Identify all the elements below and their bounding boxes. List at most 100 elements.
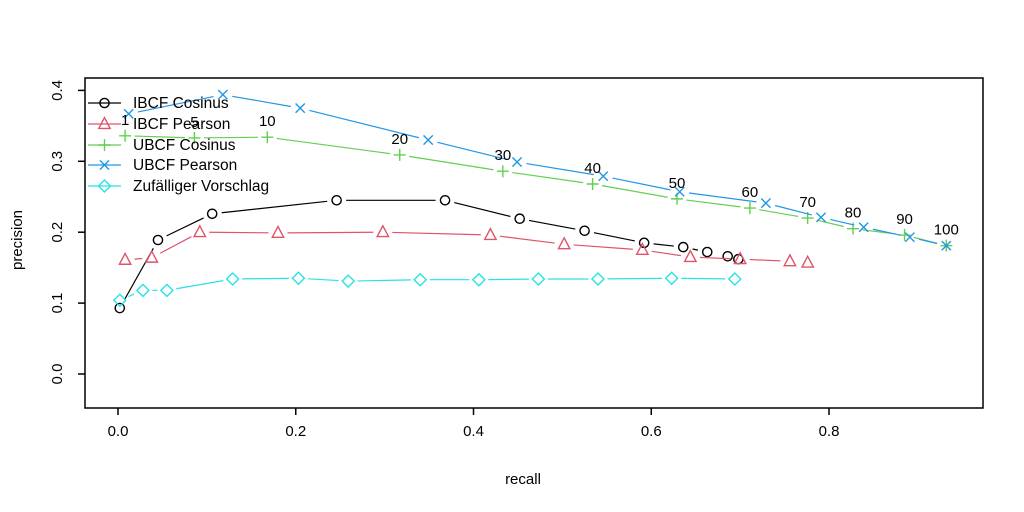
legend-label: IBCF Cosinus xyxy=(133,95,229,112)
series-segment xyxy=(686,199,741,208)
x-marker xyxy=(123,108,134,119)
plus-marker xyxy=(261,131,274,144)
legend-item-ibcf-cosinus: IBCF Cosinus xyxy=(88,95,229,112)
series-segment xyxy=(749,258,781,262)
series-segment xyxy=(437,141,508,161)
diamond-marker xyxy=(225,272,240,286)
series-segment xyxy=(692,248,699,251)
series-segment xyxy=(309,109,420,139)
x-axis: 0.0 0.2 0.4 0.6 0.8 recall xyxy=(108,408,840,488)
plus-marker xyxy=(393,148,406,161)
triangle-marker xyxy=(733,251,747,265)
plus-marker xyxy=(743,202,756,215)
x-marker xyxy=(295,103,306,114)
y-tick-label: 0.3 xyxy=(49,151,66,172)
point-label: 90 xyxy=(896,211,913,228)
series-segment xyxy=(816,219,844,228)
series-segment xyxy=(287,231,374,234)
diamond-marker xyxy=(135,283,150,298)
series-segment xyxy=(128,293,135,298)
diamond-marker xyxy=(664,271,679,286)
legend: IBCF Cosinus IBCF Pearson UBCF Cosinus UBCF… xyxy=(88,95,269,195)
triangle-marker xyxy=(118,251,132,265)
x-marker xyxy=(941,240,952,251)
diamond-marker xyxy=(97,179,112,193)
x-tick-label: 0.0 xyxy=(108,423,129,440)
series-segment xyxy=(134,257,143,260)
series-segment xyxy=(357,279,411,282)
x-marker xyxy=(904,232,915,243)
circle-marker xyxy=(677,241,689,253)
triangle-marker xyxy=(683,249,698,263)
diamond-marker xyxy=(471,272,486,287)
y-tick-label: 0.2 xyxy=(49,222,66,243)
series-segment xyxy=(159,236,192,254)
series-segment xyxy=(409,155,494,171)
y-tick-label: 0.1 xyxy=(49,293,66,314)
series-segment xyxy=(232,95,291,108)
x-marker xyxy=(858,222,869,233)
point-label: 100 xyxy=(934,222,959,239)
series-segment xyxy=(209,231,269,234)
point-label: 50 xyxy=(669,175,686,192)
diamond-marker xyxy=(727,272,742,286)
x-tick-label: 0.8 xyxy=(819,423,840,440)
circle-marker xyxy=(331,194,342,206)
series-segment xyxy=(573,244,633,250)
plot-border xyxy=(84,77,984,409)
series-segment xyxy=(134,135,185,139)
series-segment xyxy=(512,171,584,184)
point-label: 10 xyxy=(259,113,276,130)
circle-marker xyxy=(579,225,590,237)
circle-marker xyxy=(439,194,451,206)
series-segment xyxy=(454,201,511,218)
legend-item-zuf-lliger-vorschlag: Zufälliger Vorschlag xyxy=(88,178,269,195)
series-segment xyxy=(528,219,576,230)
point-label: 70 xyxy=(799,194,816,211)
series-segment xyxy=(774,204,812,216)
point-label: 40 xyxy=(584,160,601,177)
circle-marker xyxy=(152,234,164,246)
x-tick-label: 0.2 xyxy=(285,423,306,440)
legend-item-ubcf-pearson: UBCF Pearson xyxy=(88,157,237,174)
triangle-marker xyxy=(375,224,390,238)
legend-item-ibcf-pearson: IBCF Pearson xyxy=(88,116,230,133)
y-axis-title: precision xyxy=(9,210,26,270)
x-marker xyxy=(760,198,771,209)
plus-marker xyxy=(119,129,132,142)
series-segment xyxy=(137,95,214,113)
series-ibcf-cosinus xyxy=(114,194,744,314)
series-zuf-lliger-vorschlag xyxy=(112,271,742,308)
legend-item-ubcf-cosinus: UBCF Cosinus xyxy=(88,137,236,154)
diamond-marker xyxy=(590,272,605,286)
point-label: 1 xyxy=(121,112,129,129)
triangle-marker xyxy=(783,253,797,267)
x-marker xyxy=(815,212,827,223)
x-marker xyxy=(598,171,609,182)
series-segment xyxy=(307,278,339,282)
triangle-marker xyxy=(483,227,498,241)
triangle-marker xyxy=(557,236,572,250)
plus-marker xyxy=(188,131,201,144)
triangle-marker xyxy=(144,249,159,263)
triangle-marker xyxy=(635,242,650,256)
x-marker xyxy=(217,89,228,100)
series-segment xyxy=(203,136,258,139)
series-segment xyxy=(607,277,663,280)
series-segment xyxy=(830,218,855,226)
y-tick-label: 0.0 xyxy=(49,364,66,385)
series-segment xyxy=(221,200,328,214)
series-segment xyxy=(601,185,668,198)
triangle-marker xyxy=(271,225,285,239)
legend-label: UBCF Pearson xyxy=(133,157,237,174)
x-tick-label: 0.4 xyxy=(463,423,484,440)
circle-marker xyxy=(722,251,733,262)
x-axis-title: recall xyxy=(505,471,541,488)
x-marker xyxy=(423,134,434,146)
triangle-marker xyxy=(192,224,207,238)
point-label: 60 xyxy=(742,184,759,201)
point-label: 20 xyxy=(391,131,408,148)
series-segment xyxy=(759,209,799,218)
series-segment xyxy=(392,231,481,236)
